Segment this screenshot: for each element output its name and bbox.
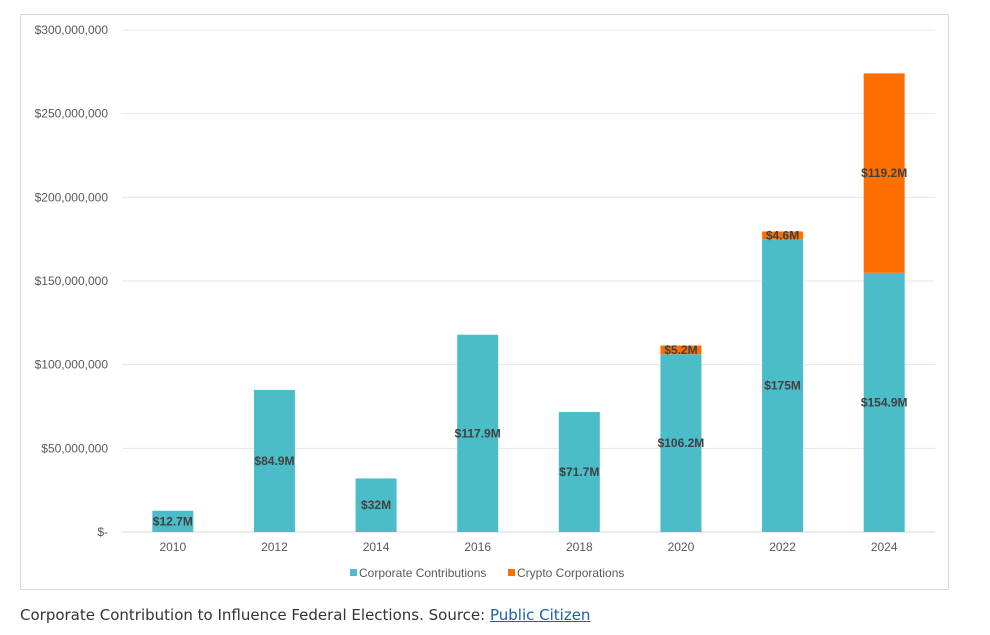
x-tick-label: 2024 [871, 540, 898, 554]
y-tick-label: $250,000,000 [35, 107, 109, 121]
corporate-bar-2018 [558, 412, 600, 532]
data-label: $32M [361, 498, 391, 512]
corporate-bar-2014 [355, 478, 397, 532]
x-tick-label: 2010 [159, 540, 186, 554]
data-label: $4.6M [766, 228, 799, 242]
data-label: $71.7M [559, 465, 599, 479]
x-tick-label: 2016 [464, 540, 491, 554]
data-labels: $12.7M $84.9M $32M $117.9M $71.7M $106.2M $5.2… [153, 166, 908, 528]
corporate-bar-2012 [253, 389, 295, 532]
x-axis-tick-labels: 2010 2012 2014 2016 2018 2020 2022 2024 [159, 540, 897, 554]
data-label: $5.2M [664, 343, 697, 357]
data-label: $154.9M [861, 395, 908, 409]
chart-container: $- $50,000,000 $100,000,000 $150,000,000 $20… [20, 14, 949, 590]
corporate-bar-2016 [457, 334, 499, 532]
crypto-bar-2020 [660, 345, 702, 355]
figure-caption: Corporate Contribution to Influence Fede… [20, 606, 590, 624]
data-label: $12.7M [153, 514, 193, 528]
data-label: $175M [764, 379, 801, 393]
corporate-bar-2010 [152, 510, 194, 532]
gridlines [122, 29, 935, 533]
data-label: $119.2M [861, 166, 907, 180]
legend-swatch [350, 569, 357, 576]
data-label: $106.2M [658, 436, 705, 450]
source-link[interactable]: Public Citizen [489, 606, 591, 624]
legend-swatch [508, 569, 515, 576]
y-tick-label: $- [97, 525, 108, 539]
x-tick-label: 2020 [668, 540, 695, 554]
legend-label: Corporate Contributions [359, 566, 486, 580]
y-tick-label: $100,000,000 [35, 358, 109, 372]
data-label: $84.9M [254, 454, 294, 468]
caption-text: Corporate Contribution to Influence Fede… [20, 606, 490, 624]
x-tick-label: 2014 [363, 540, 390, 554]
stacked-bar-chart: $- $50,000,000 $100,000,000 $150,000,000 $20… [35, 23, 935, 580]
y-tick-label: $150,000,000 [35, 274, 109, 288]
crypto-bar-2024 [863, 73, 905, 273]
legend-label: Crypto Corporations [517, 566, 624, 580]
y-tick-label: $300,000,000 [35, 23, 109, 37]
data-label: $117.9M [455, 426, 501, 440]
y-axis-tick-labels: $- $50,000,000 $100,000,000 $150,000,000 $20… [35, 23, 109, 539]
legend: Corporate Contributions Crypto Corporatio… [350, 566, 624, 580]
x-tick-label: 2012 [261, 540, 288, 554]
x-tick-label: 2018 [566, 540, 593, 554]
corporate-bar-2024 [863, 272, 905, 532]
corporate-bar-2022 [762, 239, 804, 532]
y-tick-label: $50,000,000 [41, 441, 108, 455]
crypto-bar-2022 [762, 231, 804, 240]
bars [152, 73, 905, 532]
corporate-bar-2020 [660, 354, 702, 532]
y-tick-label: $200,000,000 [35, 190, 109, 204]
x-tick-label: 2022 [769, 540, 796, 554]
